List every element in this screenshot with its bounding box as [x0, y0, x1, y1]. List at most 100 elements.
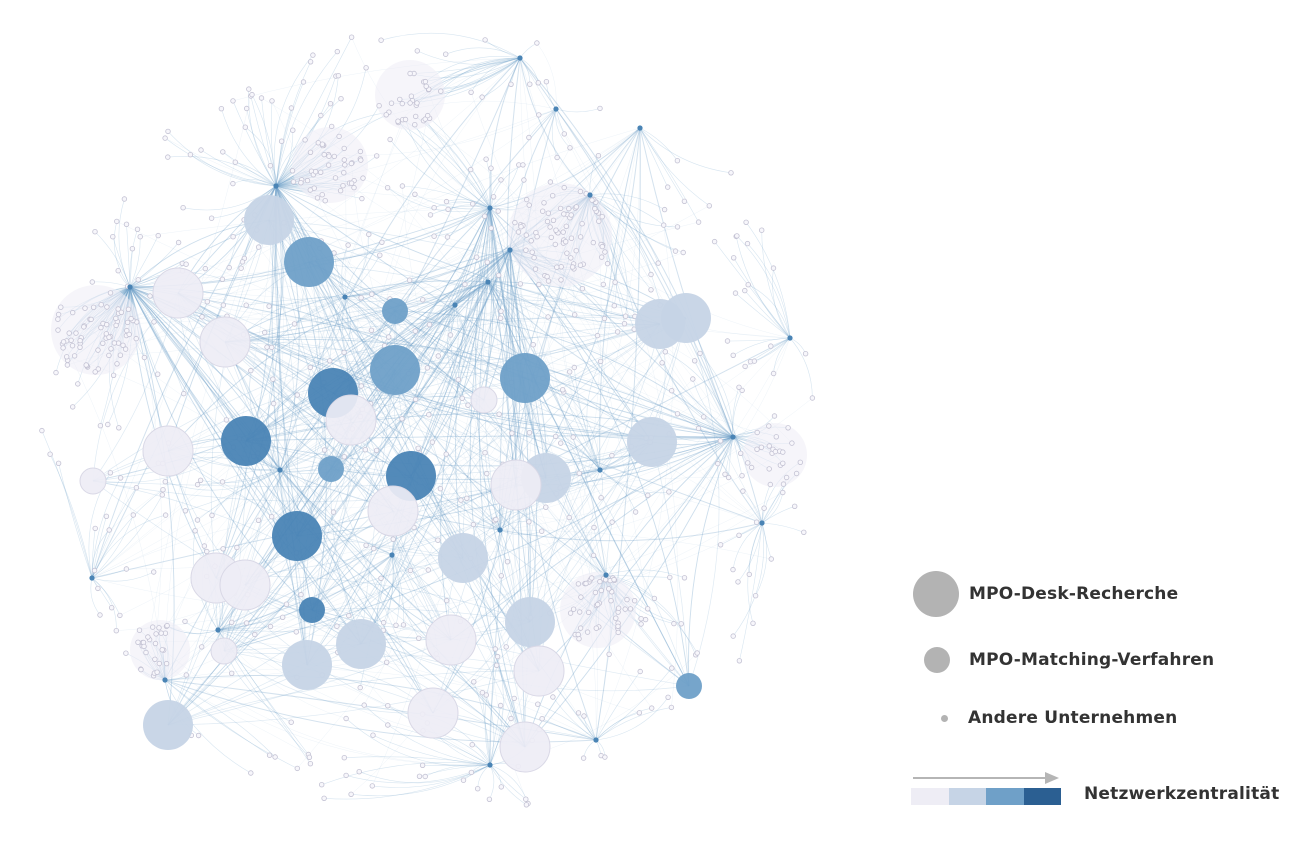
other-company-node [243, 620, 250, 626]
other-company-node [135, 277, 141, 283]
other-company-node [368, 327, 375, 333]
network-edge [454, 281, 489, 306]
hub-company-node [507, 247, 513, 253]
other-company-node [97, 612, 103, 618]
other-company-node [307, 364, 313, 371]
network-edge [344, 296, 385, 346]
other-company-node [662, 349, 668, 355]
other-company-node [89, 279, 95, 285]
network-edge [344, 426, 734, 458]
other-company-node [789, 440, 795, 446]
network-edge [275, 185, 661, 325]
other-company-node [126, 331, 132, 338]
other-company-node [724, 338, 731, 344]
other-company-node [464, 495, 470, 501]
network-edge [330, 377, 526, 470]
network-edge [321, 762, 491, 785]
other-company-node [319, 191, 325, 198]
other-company-node [115, 306, 121, 312]
other-company-node [504, 559, 511, 565]
other-company-node [701, 414, 707, 420]
network-edge [595, 707, 672, 741]
other-company-node [770, 370, 777, 377]
other-company-node [503, 644, 509, 650]
other-company-node [290, 127, 296, 133]
network-edge [332, 249, 511, 394]
network-edge [482, 692, 491, 766]
network-edge [118, 198, 131, 288]
network-edge [91, 568, 127, 579]
network-edge [91, 577, 117, 631]
network-edge [129, 286, 185, 394]
other-company-node [736, 658, 743, 664]
other-company-node [692, 358, 698, 364]
network-edge [271, 185, 308, 666]
network-edge [454, 249, 511, 306]
network-edge [224, 341, 485, 401]
other-company-node [711, 238, 718, 245]
network-edge [372, 764, 491, 788]
other-company-node [414, 48, 420, 54]
network-edge [555, 108, 601, 113]
other-company-node [402, 116, 409, 123]
network-edge [511, 432, 601, 471]
desk-recherche-node [661, 293, 711, 343]
other-company-node [341, 157, 347, 163]
other-company-node [754, 429, 760, 436]
other-company-node [111, 340, 118, 346]
other-company-node [331, 153, 337, 160]
centrality-step-3 [986, 788, 1024, 805]
other-company-node [770, 265, 777, 271]
network-edge [248, 89, 277, 187]
network-edge [761, 483, 784, 524]
other-company-node [661, 206, 668, 213]
network-edge [414, 194, 491, 210]
network-edge [164, 477, 729, 681]
other-company-node [494, 653, 501, 660]
network-edge [224, 341, 313, 611]
other-company-node [649, 705, 655, 711]
network-edge [270, 100, 277, 187]
other-company-node [598, 587, 604, 594]
desk-recherche-node [499, 721, 551, 773]
other-company-node [615, 623, 621, 629]
other-company-node [156, 625, 162, 631]
network-edge [91, 382, 325, 579]
other-company-node [95, 347, 101, 353]
other-company-node [783, 474, 790, 481]
other-company-node [155, 232, 161, 239]
network-edge [341, 244, 349, 298]
other-company-node [547, 224, 553, 230]
network-edge [487, 281, 690, 687]
other-company-node [766, 423, 772, 429]
other-company-node [359, 195, 365, 202]
other-company-node [785, 425, 791, 431]
network-edge [275, 51, 338, 187]
other-company-node [115, 268, 121, 274]
network-edge [605, 522, 613, 576]
other-company-node [597, 358, 604, 365]
network-edge [389, 298, 607, 576]
other-company-node [346, 612, 352, 619]
other-company-node [92, 228, 98, 235]
network-edge [470, 169, 491, 209]
other-company-node [553, 433, 559, 440]
other-company-node [690, 376, 696, 382]
network-edge [275, 81, 304, 187]
other-company-node [780, 489, 786, 496]
network-edge [555, 108, 734, 438]
other-company-node [766, 466, 772, 472]
other-company-node [599, 243, 605, 250]
network-edge [599, 469, 636, 513]
other-company-node [595, 601, 601, 608]
other-company-node [611, 303, 617, 309]
other-company-node [609, 519, 615, 525]
network-edge [381, 32, 521, 59]
other-company-node [413, 113, 419, 120]
other-company-node [129, 245, 136, 252]
network-edge [167, 131, 277, 187]
other-company-node [793, 470, 800, 477]
network-edge [129, 286, 540, 672]
network-edge [519, 57, 748, 464]
other-company-node [107, 470, 114, 476]
